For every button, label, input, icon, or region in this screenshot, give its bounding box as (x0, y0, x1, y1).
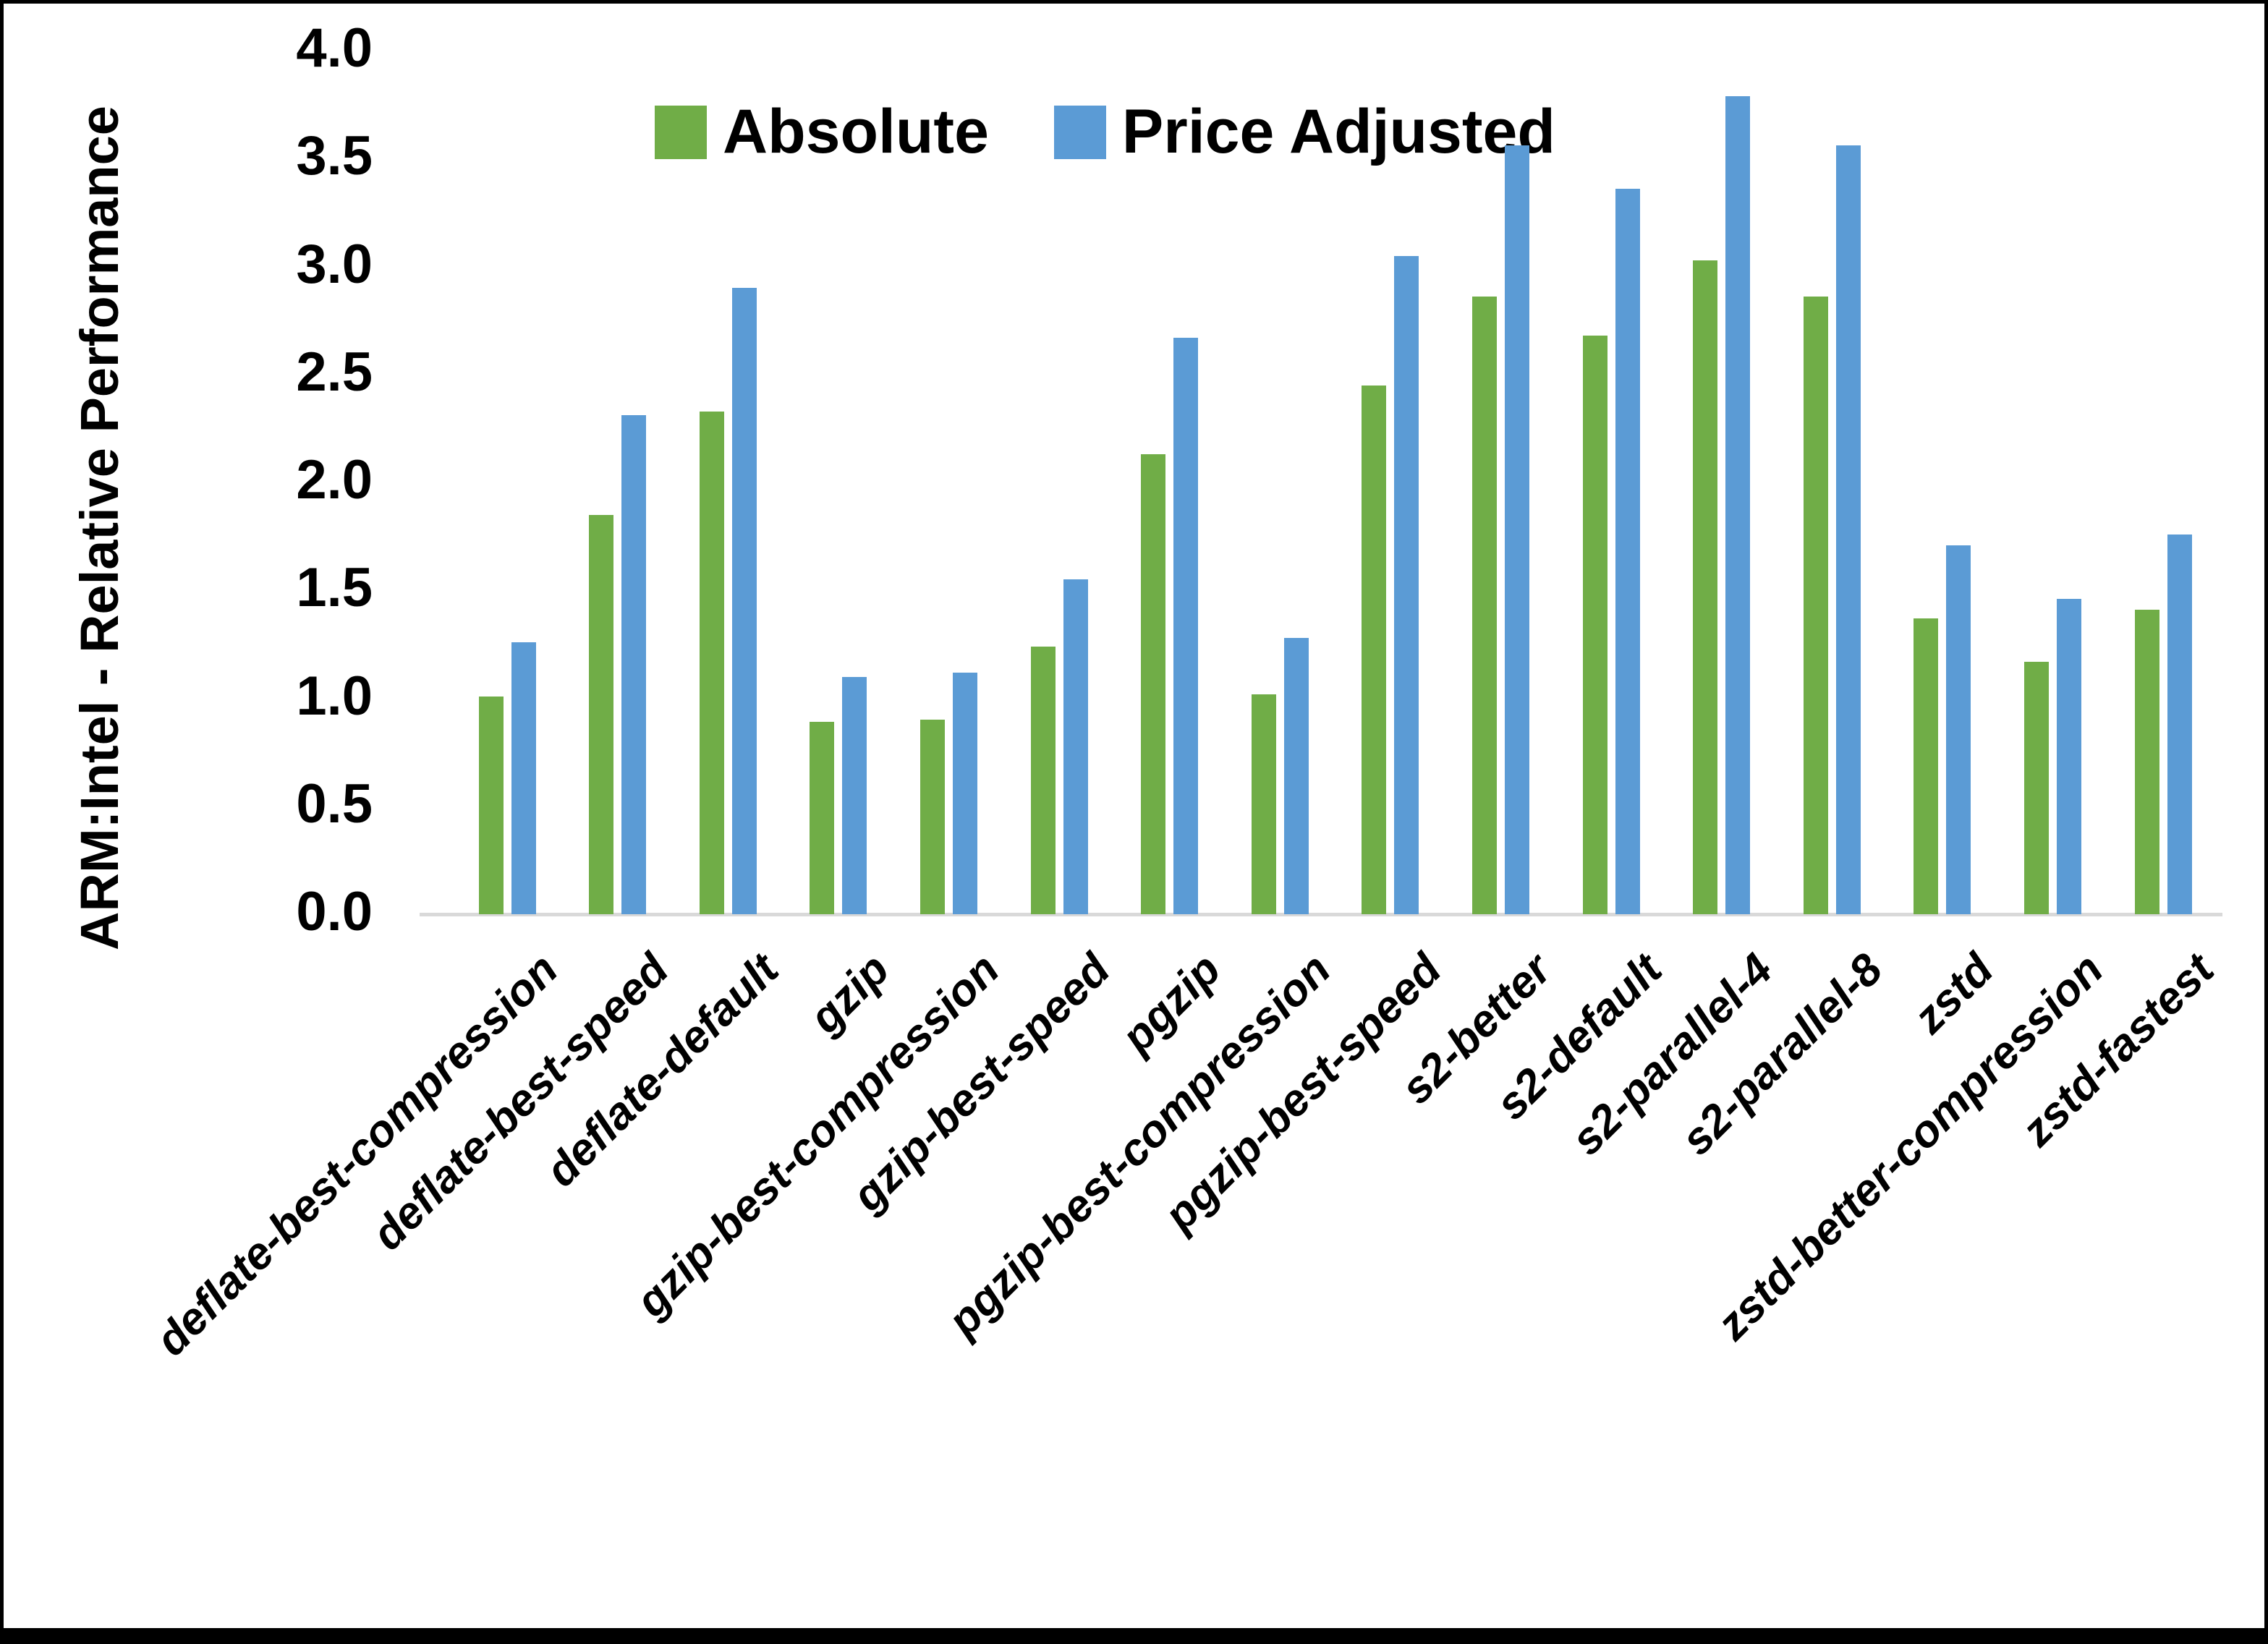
y-tick-label-0.5: 0.5 (296, 772, 373, 835)
bar-price-adjusted-deflate-best-compression (511, 642, 536, 914)
y-tick-label-3.0: 3.0 (296, 233, 373, 295)
bar-price-adjusted-deflate-best-speed (621, 415, 647, 914)
y-axis-title: ARM:Intel - Relative Performance (69, 106, 129, 950)
bar-group-deflate-best-compression (452, 642, 562, 914)
bar-absolute-gzip (810, 722, 835, 914)
y-tick-label-4.0: 4.0 (296, 17, 373, 80)
bar-group-deflate-best-speed (563, 415, 673, 914)
bar-price-adjusted-gzip (842, 676, 867, 914)
bar-price-adjusted-pgzip (1173, 338, 1199, 914)
y-tick-label-1.5: 1.5 (296, 557, 373, 619)
bar-group-s2-better (1445, 145, 1555, 914)
bar-price-adjusted-gzip-best-speed (1063, 579, 1088, 914)
legend-item-absolute: Absolute (655, 96, 989, 168)
legend-label: Price Adjusted (1121, 97, 1555, 166)
bar-absolute-zstd-better-compression (2023, 661, 2049, 914)
bottom-border-bar (4, 1628, 2264, 1640)
bar-price-adjusted-zstd-fastest (2167, 534, 2192, 914)
legend-item-price-adjusted: Price Adjusted (1053, 96, 1555, 168)
bar-absolute-gzip-best-speed (1030, 646, 1056, 914)
plot-area (452, 51, 2219, 914)
legend-label: Absolute (723, 97, 989, 166)
y-tick-label-3.5: 3.5 (296, 125, 373, 187)
bar-absolute-deflate-best-compression (478, 696, 504, 914)
bar-absolute-pgzip (1141, 454, 1166, 914)
bar-absolute-pgzip-best-speed (1362, 385, 1387, 914)
bar-group-s2-default (1556, 189, 1666, 914)
bar-absolute-deflate-default (699, 411, 724, 914)
bar-group-pgzip (1115, 338, 1225, 914)
bar-absolute-zstd-fastest (2134, 610, 2159, 914)
bar-group-pgzip-best-speed (1335, 255, 1445, 914)
bar-absolute-deflate-best-speed (589, 514, 614, 914)
bar-absolute-s2-parallel-4 (1693, 260, 1718, 914)
bar-price-adjusted-zstd-better-compression (2056, 599, 2081, 914)
bar-absolute-gzip-best-compression (919, 720, 945, 914)
x-axis-baseline (420, 913, 2222, 916)
bar-absolute-zstd (1914, 618, 1939, 914)
bar-group-zstd-fastest (2108, 534, 2218, 914)
bar-price-adjusted-zstd (1946, 545, 1971, 914)
bar-absolute-s2-better (1471, 297, 1497, 914)
bar-group-zstd-better-compression (1997, 599, 2107, 914)
bar-price-adjusted-gzip-best-compression (952, 672, 977, 914)
bar-absolute-s2-default (1582, 336, 1607, 914)
legend-swatch-icon (1053, 105, 1106, 159)
y-tick-label-1.0: 1.0 (296, 665, 373, 727)
bar-group-zstd (1887, 545, 1997, 914)
legend: Absolute Price Adjusted (655, 96, 1555, 168)
bar-group-pgzip-best-compression (1225, 637, 1335, 914)
bar-group-gzip (783, 676, 893, 914)
bar-price-adjusted-s2-better (1504, 145, 1529, 914)
y-tick-label-2.0: 2.0 (296, 449, 373, 511)
bar-price-adjusted-deflate-default (731, 288, 757, 914)
bar-group-gzip-best-speed (1004, 579, 1114, 914)
bar-group-s2-parallel-8 (1777, 145, 1887, 914)
y-tick-label-2.5: 2.5 (296, 341, 373, 403)
bar-price-adjusted-s2-default (1615, 189, 1640, 914)
bar-price-adjusted-pgzip-best-compression (1283, 637, 1309, 914)
bar-absolute-s2-parallel-8 (1803, 297, 1828, 914)
bar-group-gzip-best-compression (893, 672, 1003, 914)
bar-price-adjusted-s2-parallel-4 (1725, 95, 1751, 914)
bar-price-adjusted-s2-parallel-8 (1835, 145, 1861, 914)
bar-group-deflate-default (673, 288, 783, 914)
bar-price-adjusted-pgzip-best-speed (1394, 255, 1419, 914)
bar-group-s2-parallel-4 (1667, 95, 1777, 914)
bar-absolute-pgzip-best-compression (1251, 694, 1276, 914)
legend-swatch-icon (655, 105, 707, 159)
y-tick-label-0.0: 0.0 (296, 881, 373, 943)
